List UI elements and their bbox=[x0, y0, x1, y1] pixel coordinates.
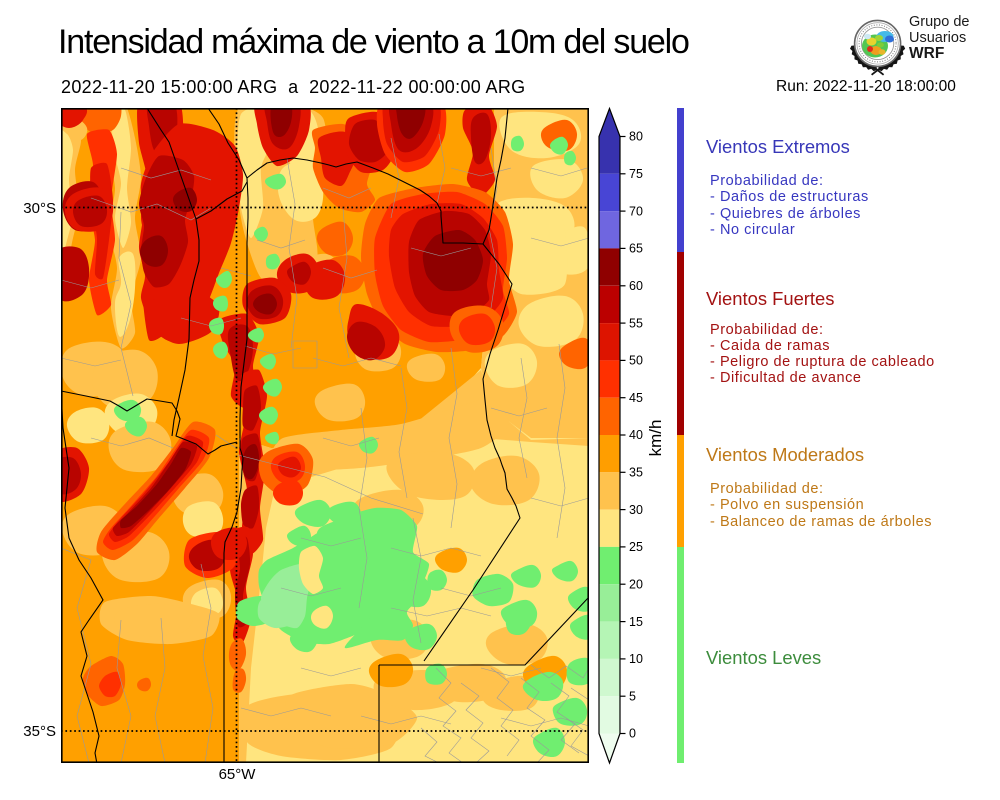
svg-text:10: 10 bbox=[629, 652, 643, 666]
svg-text:65: 65 bbox=[629, 242, 643, 256]
svg-text:45: 45 bbox=[629, 391, 643, 405]
svg-text:15: 15 bbox=[629, 615, 643, 629]
svg-text:30: 30 bbox=[629, 503, 643, 517]
svg-text:5: 5 bbox=[629, 689, 636, 703]
svg-text:50: 50 bbox=[629, 354, 643, 368]
svg-text:20: 20 bbox=[629, 577, 643, 591]
svg-text:55: 55 bbox=[629, 316, 643, 330]
svg-text:40: 40 bbox=[629, 428, 643, 442]
svg-text:75: 75 bbox=[629, 167, 643, 181]
svg-text:0: 0 bbox=[629, 727, 636, 741]
svg-text:60: 60 bbox=[629, 279, 643, 293]
svg-text:35: 35 bbox=[629, 466, 643, 480]
svg-text:25: 25 bbox=[629, 540, 643, 554]
svg-text:70: 70 bbox=[629, 204, 643, 218]
svg-text:80: 80 bbox=[629, 130, 643, 144]
